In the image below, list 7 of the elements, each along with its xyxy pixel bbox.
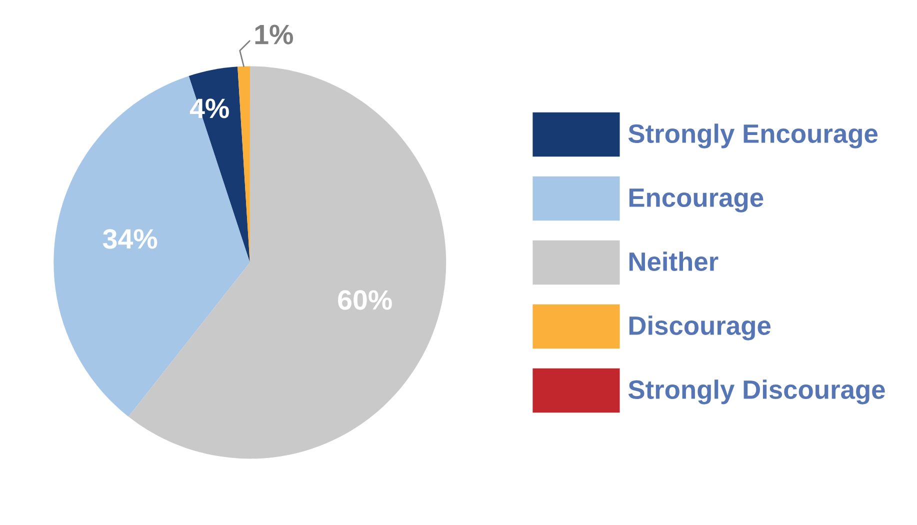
data-label: 34% (102, 229, 158, 249)
data-label: 1% (255, 24, 294, 44)
legend-label: Encourage (629, 188, 764, 212)
legend-label: Strongly Encourage (628, 124, 878, 148)
legend-label: Strongly Discourage (628, 380, 885, 404)
legend-label: Neither (629, 252, 718, 272)
legend-label: Discourage (629, 316, 771, 340)
